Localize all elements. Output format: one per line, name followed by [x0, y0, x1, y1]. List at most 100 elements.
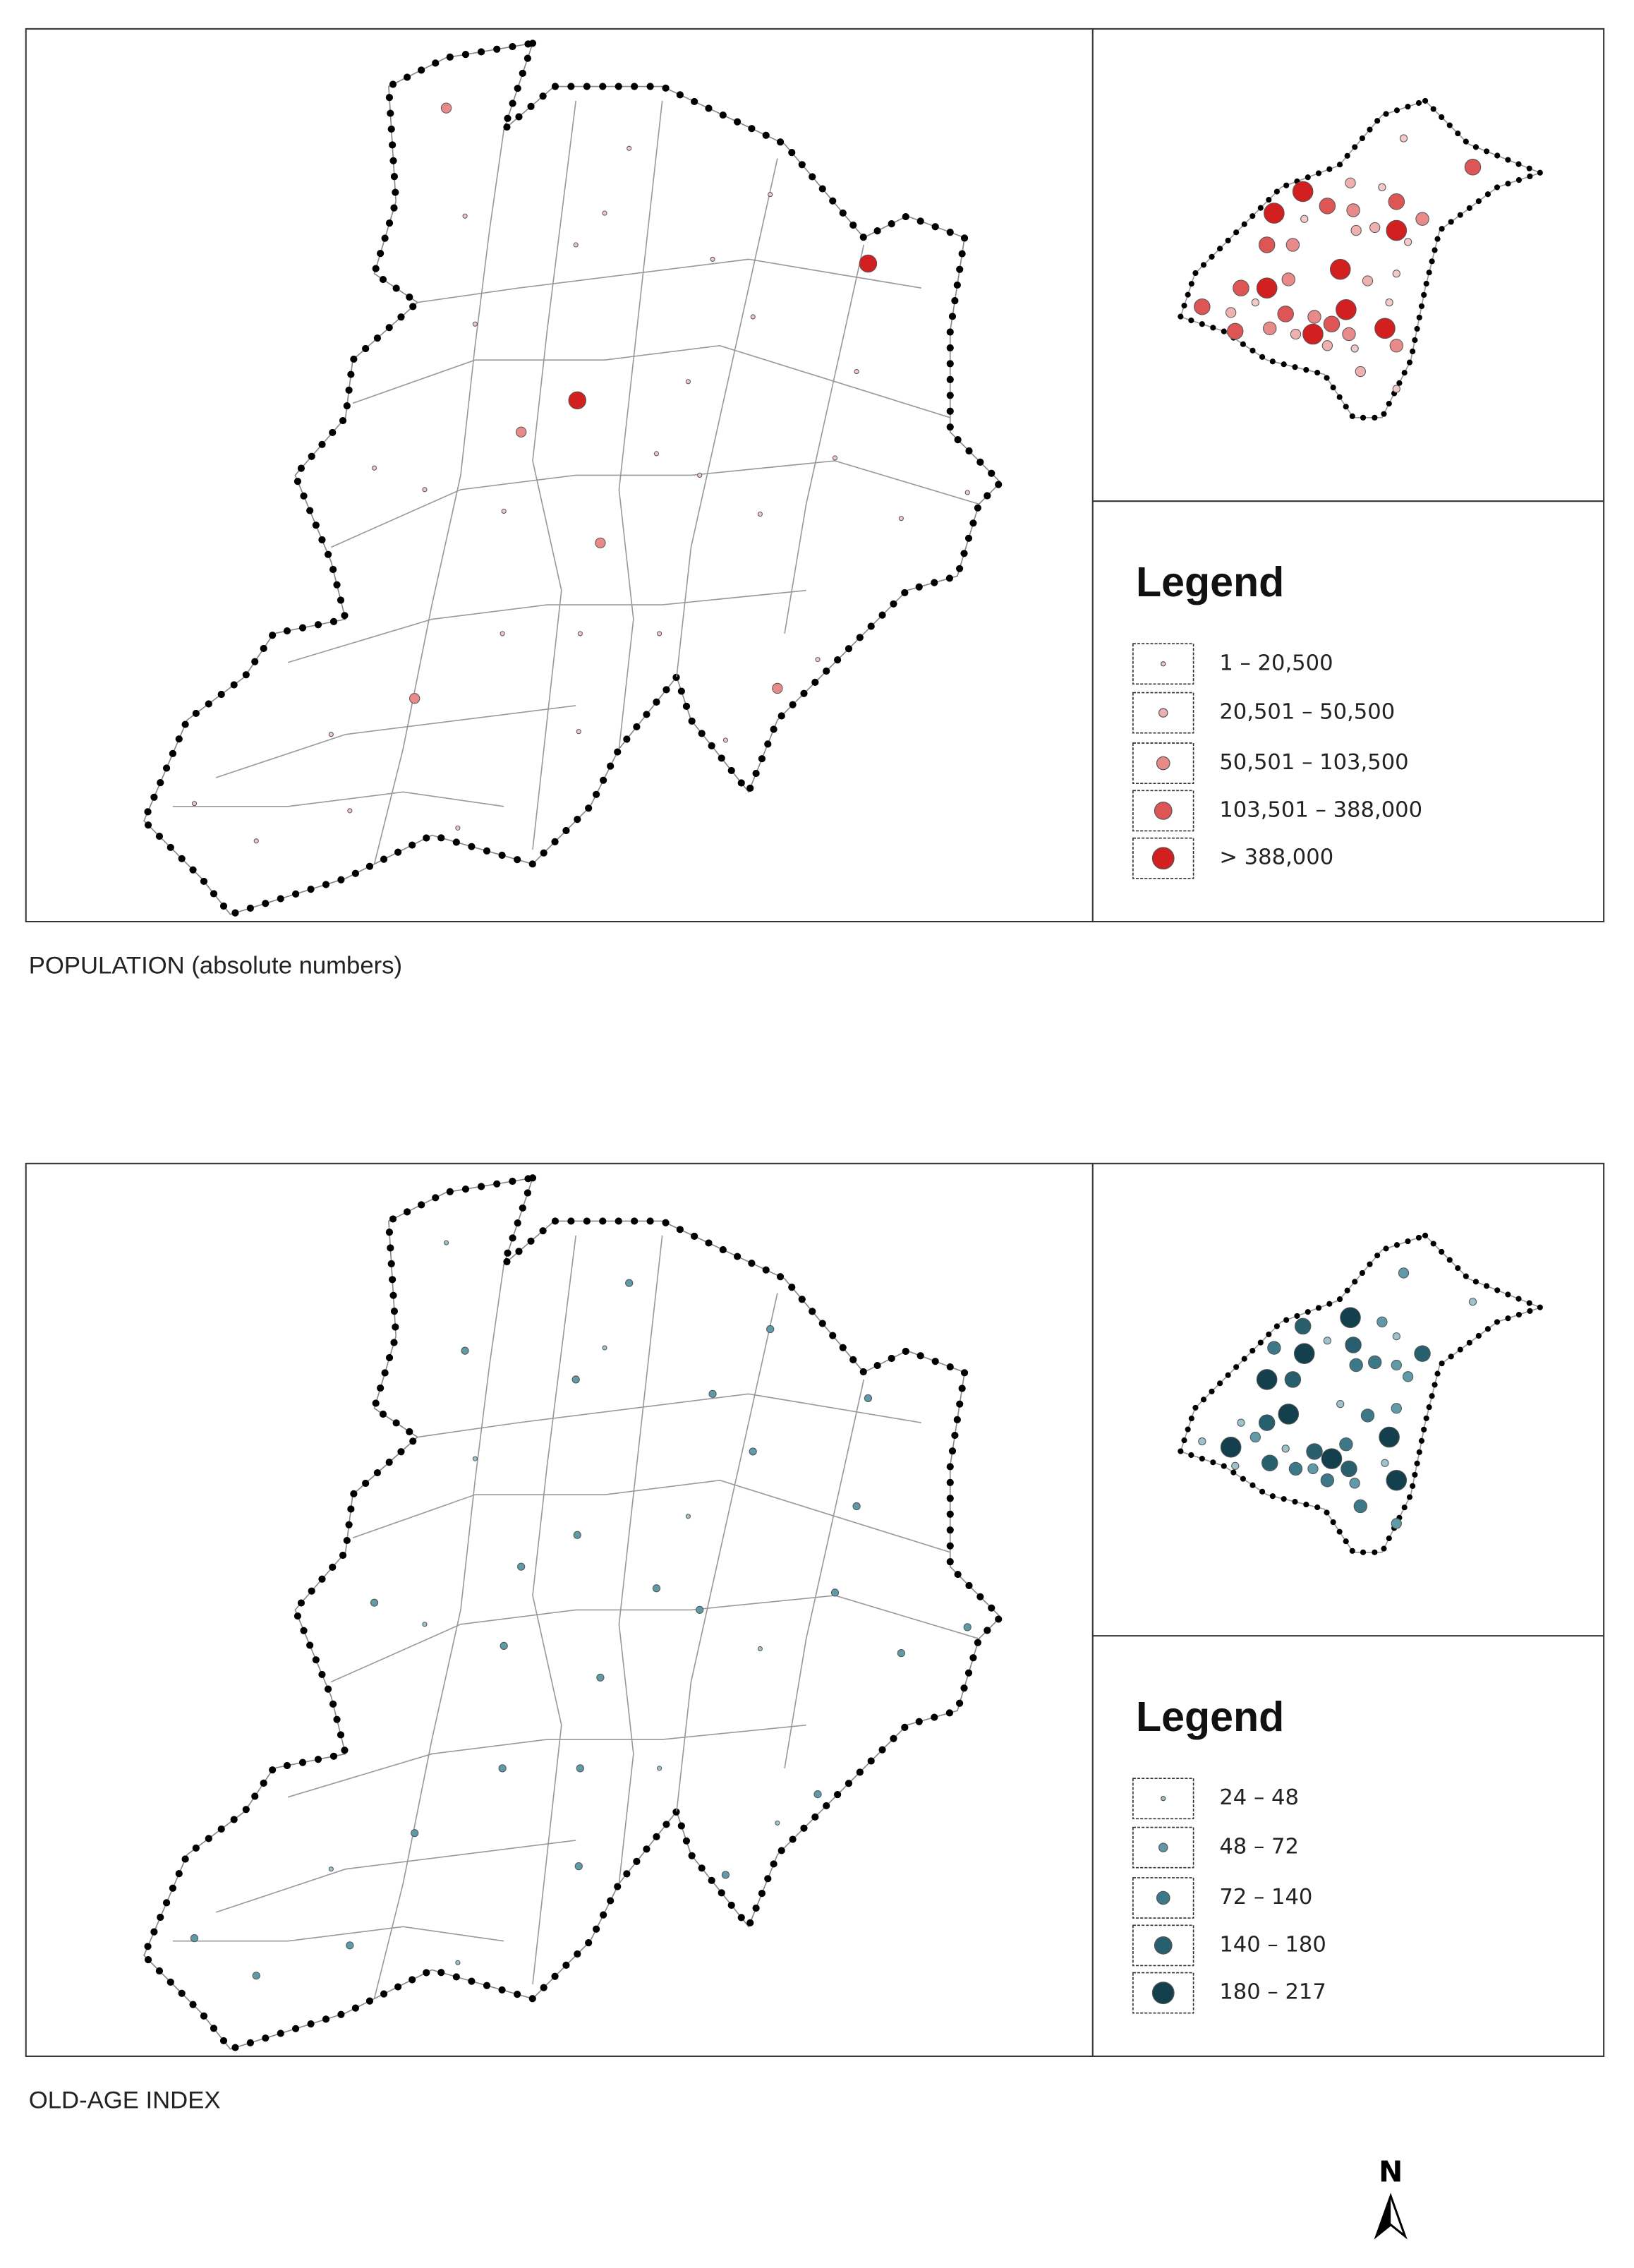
panel-caption: POPULATION (absolute numbers) [29, 952, 402, 979]
inset-symbol [1374, 318, 1396, 339]
inset-symbol [1319, 198, 1336, 215]
inset-symbol [1300, 215, 1309, 223]
map-panel: Legend 1 – 20,500 20,501 – 50,500 50,501 – … [25, 28, 1605, 979]
map-symbol [656, 1766, 662, 1771]
map-symbol [656, 631, 662, 637]
legend-label: 72 – 140 [1219, 1885, 1312, 1910]
map-symbol [898, 516, 904, 521]
map-symbol [595, 537, 606, 549]
inset-symbol [1220, 1437, 1242, 1458]
map-symbol [772, 682, 783, 694]
map-symbol [191, 801, 198, 807]
map-symbol [346, 1941, 354, 1950]
inset-symbol [1294, 1317, 1312, 1335]
map-symbol [328, 732, 334, 737]
map-symbol [347, 808, 353, 814]
legend-symbol [1156, 756, 1170, 771]
map-symbol [832, 455, 838, 461]
inset-symbol [1306, 1443, 1323, 1460]
inset-symbol [1362, 275, 1374, 286]
inset-symbol [1231, 1461, 1240, 1470]
inset-symbol [1415, 212, 1429, 226]
inset-symbol [1320, 1473, 1335, 1488]
map-panel: Legend 24 – 48 48 – 72 72 – 140 140 – 180 180… [25, 1162, 1605, 2113]
map-symbol [455, 825, 461, 831]
inset-symbol [1198, 1437, 1206, 1446]
map-symbol [516, 426, 527, 438]
map-symbol [830, 1588, 840, 1597]
inset-symbol [1281, 272, 1295, 286]
map-symbol [964, 490, 970, 495]
map-symbol [757, 1646, 763, 1652]
map-symbol [775, 1820, 780, 1826]
inset-symbol [1307, 1463, 1319, 1475]
map-symbol [501, 508, 507, 514]
legend-symbol [1151, 847, 1175, 870]
inset-symbol [1349, 1478, 1360, 1489]
inset-symbol [1340, 1307, 1361, 1328]
inset-symbol [1227, 322, 1244, 340]
map-symbol [370, 1598, 379, 1607]
legend-symbol [1161, 661, 1166, 667]
map-symbol [710, 256, 715, 262]
legend-symbol [1158, 1842, 1168, 1852]
map-symbol [652, 1584, 661, 1593]
inset-symbol [1378, 183, 1386, 191]
map-symbol [859, 254, 878, 273]
inset-symbol [1285, 238, 1300, 252]
map-symbol [696, 1605, 704, 1615]
legend-label: 48 – 72 [1219, 1835, 1299, 1859]
map-symbol [813, 1790, 822, 1799]
map-symbol [573, 242, 579, 248]
legend-label: 103,501 – 388,000 [1219, 797, 1422, 822]
inset-symbol [1391, 1359, 1402, 1371]
inset-symbol [1392, 1332, 1400, 1341]
map-symbol [596, 1673, 605, 1682]
map-symbol [627, 145, 632, 151]
inset-symbol [1277, 306, 1294, 322]
legend-symbol [1156, 1890, 1170, 1905]
inset-symbol [1194, 298, 1211, 315]
legend-symbol [1154, 1936, 1173, 1955]
inset-symbol [1368, 1355, 1382, 1370]
inset-symbol [1261, 1454, 1278, 1471]
inset-symbol [1341, 1460, 1357, 1478]
inset-symbol [1404, 238, 1412, 246]
map-symbol [462, 213, 468, 219]
inset-symbol [1251, 298, 1259, 307]
legend-symbol [1161, 1796, 1166, 1802]
map-symbol [864, 1394, 873, 1403]
inset-symbol [1391, 1518, 1402, 1529]
inset-symbol [1278, 1404, 1300, 1425]
map-symbol [768, 191, 773, 198]
map-symbol [573, 1531, 581, 1539]
inset-symbol [1376, 1316, 1388, 1327]
map-symbol [697, 472, 703, 478]
map-symbol [253, 838, 259, 844]
legend-symbol [1154, 802, 1173, 820]
map-symbol [685, 379, 691, 385]
inset-symbol [1386, 1469, 1408, 1491]
legend-box [1132, 1924, 1194, 1967]
map-symbol [625, 1279, 634, 1287]
map-symbol [409, 693, 420, 704]
north-arrow-fill [1376, 2195, 1391, 2237]
legend-label: 140 – 180 [1219, 1932, 1326, 1957]
inset-symbol [1398, 1267, 1410, 1279]
inset-symbol [1284, 1371, 1302, 1388]
map-symbol [722, 737, 728, 743]
inset-symbol [1350, 344, 1359, 353]
map-symbol [422, 1622, 428, 1627]
inset-symbol [1386, 219, 1408, 241]
map-symbol [440, 102, 452, 114]
inset-symbol [1339, 1437, 1353, 1452]
map-symbol [568, 391, 587, 410]
legend-label: > 388,000 [1219, 845, 1333, 870]
map-symbol [500, 631, 505, 637]
inset-symbol [1391, 1403, 1402, 1414]
inset-symbol [1392, 270, 1400, 278]
inset-symbol [1399, 134, 1408, 143]
map-symbol [576, 1764, 584, 1773]
legend-label: 24 – 48 [1219, 1785, 1299, 1810]
